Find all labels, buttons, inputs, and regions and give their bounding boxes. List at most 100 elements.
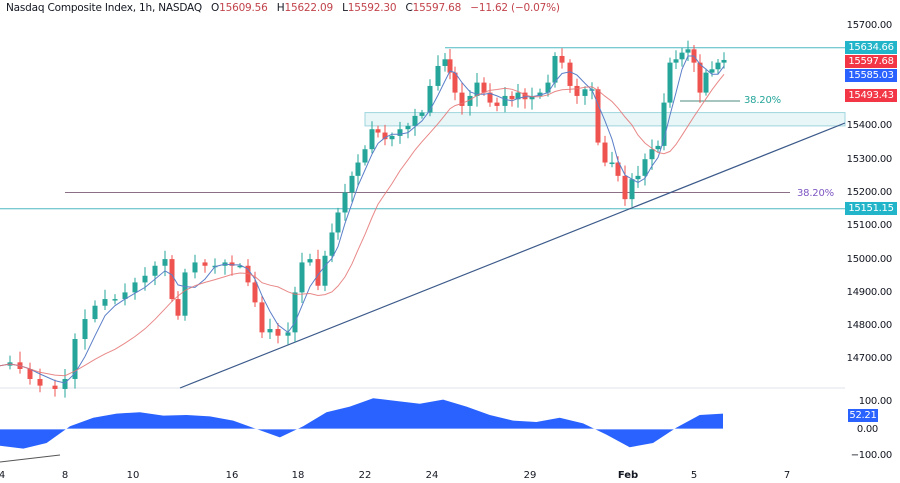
candle-body (635, 175, 641, 180)
candle-body (229, 262, 235, 266)
candle-body (375, 129, 381, 133)
candle-body (355, 162, 361, 176)
price-tick: 15700.00 (846, 20, 893, 31)
candle-body (427, 85, 433, 113)
candle-body (369, 129, 375, 150)
candle-body (574, 85, 580, 96)
candle-body (382, 132, 388, 140)
candle-body (567, 62, 573, 86)
candle-body (245, 265, 251, 283)
candle-body (552, 55, 558, 83)
candle-body (342, 192, 348, 213)
candle-body (335, 212, 341, 233)
candle-body (502, 95, 508, 106)
last-price-tag: 15597.68 (845, 55, 897, 68)
candle-body (679, 52, 685, 60)
date-tick: 18 (291, 470, 305, 481)
ma-fast-price-tag: 15585.03 (845, 69, 897, 82)
candle-body (92, 305, 98, 320)
fib-upper-label: 38.20% (744, 95, 781, 106)
candle-body (82, 319, 88, 340)
candle-body (522, 92, 528, 100)
osc-tick: −100.00 (850, 450, 893, 461)
price-tick: 15200.00 (846, 187, 893, 198)
candle-body (474, 82, 480, 96)
open-value: 15609.56 (219, 2, 268, 14)
candle-body (389, 135, 395, 140)
candle-body (649, 149, 655, 160)
candle-body (299, 262, 305, 293)
ma-fast-line (0, 55, 725, 384)
candle-body (315, 259, 321, 286)
candle-body (267, 329, 273, 333)
osc-current-tag: 52.21 (848, 409, 878, 422)
candle-body (545, 82, 551, 93)
candle-body (132, 282, 138, 293)
candle-body (622, 175, 628, 200)
candle-body (285, 332, 291, 336)
candle-body (169, 259, 175, 300)
close-label: C (405, 2, 413, 14)
fib-lower-label: 38.20% (797, 188, 834, 199)
candle-body (661, 102, 667, 146)
candle-body (602, 142, 608, 163)
candle-body (307, 259, 313, 263)
candle-body (481, 82, 487, 93)
close-value: 15597.68 (412, 2, 462, 14)
candle-body (162, 259, 168, 266)
candle-body (322, 255, 328, 286)
candle-body (673, 59, 679, 63)
osc-tick: 100.00 (858, 396, 893, 407)
date-tick: 4 (0, 470, 6, 481)
candle-body (721, 59, 727, 63)
candle-body (419, 112, 425, 116)
resistance-price-tag: 15634.66 (845, 41, 897, 54)
open-label: O (211, 2, 220, 14)
date-tick: 24 (425, 470, 439, 481)
candle-body (537, 92, 543, 96)
candle-body (529, 95, 535, 100)
candle-body (709, 69, 715, 73)
candle-body (102, 299, 108, 306)
candle-body (509, 95, 515, 100)
candle-body (615, 162, 621, 176)
candle-body (52, 385, 58, 389)
candle-body (515, 92, 521, 100)
low-label: L (342, 2, 348, 14)
osc-tick: 0.00 (856, 424, 878, 435)
date-tick: 29 (523, 470, 537, 481)
candle-body (275, 329, 281, 336)
candle-body (642, 159, 648, 176)
price-tick: 14700.00 (846, 353, 893, 364)
change-value: −11.62 (−0.07%) (470, 2, 560, 14)
candle-body (37, 378, 43, 386)
candle-body (459, 92, 465, 106)
high-value: 15622.09 (284, 2, 333, 14)
candle-body (202, 262, 208, 266)
candle-body (629, 179, 635, 200)
candle-body (582, 89, 588, 96)
candle-body (349, 175, 355, 193)
high-label: H (276, 2, 285, 14)
support-zone (364, 112, 846, 127)
candle-body (487, 92, 493, 103)
candle-body (62, 378, 68, 389)
date-tick: 16 (225, 470, 239, 481)
candle-body (595, 89, 601, 143)
price-tick: 14800.00 (846, 320, 893, 331)
candle-body (405, 125, 411, 130)
candle-body (609, 162, 615, 165)
candle-body (292, 292, 298, 333)
candle-body (142, 275, 148, 283)
candle-body (467, 95, 473, 106)
candle-body (703, 72, 709, 93)
candle-body (192, 262, 198, 273)
candle-body (252, 282, 258, 303)
date-tick: 5 (690, 470, 698, 481)
date-tick: 8 (61, 470, 69, 481)
chart-legend: Nasdaq Composite Index, 1h, NASDAQ O1560… (6, 2, 560, 14)
candle-body (112, 299, 118, 301)
candle-body (182, 272, 188, 316)
date-tick: 10 (126, 470, 140, 481)
